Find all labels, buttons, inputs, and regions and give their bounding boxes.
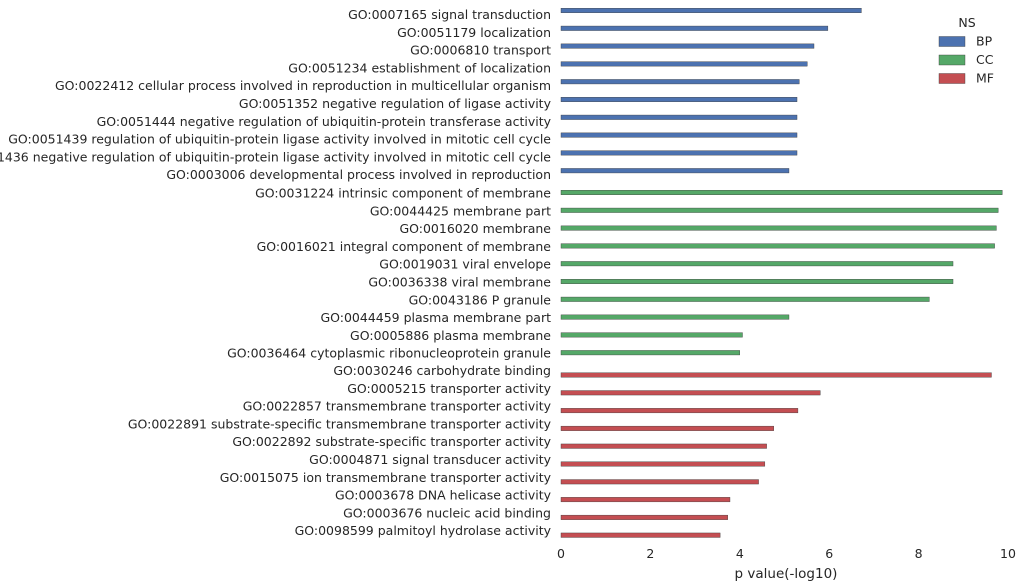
bar-bp-8 xyxy=(560,150,798,156)
x-tick-label: 6 xyxy=(825,546,833,561)
bar-cc-2 xyxy=(560,225,997,231)
legend: NS BP CC MF xyxy=(938,15,994,86)
x-tick-label: 10 xyxy=(1000,546,1016,561)
x-tick-label: 2 xyxy=(646,546,654,561)
bar-mf-9 xyxy=(560,532,721,538)
category-label: GO:0022857 transmembrane transporter act… xyxy=(243,399,552,414)
category-labels-group: GO:0007165 signal transduction GO:0051179… xyxy=(0,7,552,538)
category-label: GO:0098599 palmitoyl hydrolase activity xyxy=(295,523,552,538)
bar-bp-3 xyxy=(560,61,808,67)
legend-label-bp: BP xyxy=(976,34,993,49)
category-label: GO:0051439 regulation of ubiquitin-prote… xyxy=(8,132,551,147)
category-label: GO:0022412 cellular process involved in … xyxy=(55,78,551,93)
bar-bp-9 xyxy=(560,168,790,174)
legend-swatch-mf xyxy=(938,73,966,84)
bar-cc-5 xyxy=(560,279,954,284)
bar-mf-1 xyxy=(560,390,821,396)
category-label: GO:0036338 viral membrane xyxy=(368,275,551,290)
bar-mf-7 xyxy=(560,497,731,503)
category-label: GO:0016020 membrane xyxy=(399,221,551,236)
bar-mf-2 xyxy=(560,408,799,414)
category-label: GO:0022892 substrate-specific transporte… xyxy=(232,434,551,449)
x-tick-label: 4 xyxy=(736,546,744,561)
bar-bp-7 xyxy=(560,132,798,138)
category-label: GO:0031224 intrinsic component of membra… xyxy=(255,186,551,201)
category-label: GO:0003678 DNA helicase activity xyxy=(335,488,552,503)
bar-bp-2 xyxy=(560,43,815,49)
category-label: GO:0007165 signal transduction xyxy=(348,7,551,22)
category-label: GO:0036464 cytoplasmic ribonucleoprotein… xyxy=(227,346,551,361)
bar-cc-0 xyxy=(560,190,1003,195)
x-tick-label: 8 xyxy=(915,546,923,561)
bar-bp-0 xyxy=(560,8,862,13)
bars-group xyxy=(560,8,1003,538)
bar-cc-4 xyxy=(560,261,954,267)
legend-swatch-bp xyxy=(938,36,966,47)
x-axis-label: p value(-log10) xyxy=(735,566,838,582)
bar-mf-4 xyxy=(560,443,767,449)
category-label: GO:0004871 signal transducer activity xyxy=(309,452,551,467)
legend-label-cc: CC xyxy=(976,52,994,67)
legend-label-mf: MF xyxy=(976,71,994,86)
category-label: GO:0051352 negative regulation of ligase… xyxy=(239,96,552,111)
category-label: GO:0019031 viral envelope xyxy=(379,257,551,272)
category-label: GO:0051234 establishment of localization xyxy=(288,60,551,75)
category-label: GO:0022891 substrate-specific transmembr… xyxy=(128,416,552,431)
x-tick-labels-group: 0 2 4 6 8 10 xyxy=(557,546,1016,561)
bar-cc-3 xyxy=(560,243,995,249)
category-label: GO:0006810 transport xyxy=(410,43,551,58)
bar-mf-0 xyxy=(560,372,992,378)
bar-mf-8 xyxy=(560,514,728,520)
category-label: GO:0030246 carbohydrate binding xyxy=(333,363,551,378)
category-label: GO:0043186 P granule xyxy=(409,292,552,307)
bar-cc-7 xyxy=(560,314,790,320)
bar-mf-3 xyxy=(560,425,774,431)
category-label: GO:0051179 localization xyxy=(397,25,551,40)
category-label: GO:0051444 negative regulation of ubiqui… xyxy=(97,114,552,129)
category-label: GO:0044425 membrane part xyxy=(370,203,551,218)
category-label: GO:0015075 ion transmembrane transporter… xyxy=(220,470,552,485)
category-label: GO:0005215 transporter activity xyxy=(347,381,551,396)
bar-mf-6 xyxy=(560,479,759,485)
bar-cc-9 xyxy=(560,350,741,356)
category-label: GO:0003006 developmental process involve… xyxy=(166,167,551,182)
bar-cc-8 xyxy=(560,332,743,338)
bar-bp-6 xyxy=(560,114,798,120)
category-label: GO:0005886 plasma membrane xyxy=(350,328,551,343)
bar-mf-5 xyxy=(560,461,766,467)
category-label: GO:0016021 integral component of membran… xyxy=(257,239,552,254)
bar-bp-5 xyxy=(560,97,798,102)
category-label: GO:0044459 plasma membrane part xyxy=(320,310,551,325)
bar-bp-1 xyxy=(560,25,829,31)
legend-swatch-cc xyxy=(938,54,966,66)
bar-bp-4 xyxy=(560,79,800,85)
bar-cc-6 xyxy=(560,296,930,302)
category-label: GO:0051436 negative regulation of ubiqui… xyxy=(0,149,551,164)
category-label: GO:0003676 nucleic acid binding xyxy=(343,505,551,520)
legend-title: NS xyxy=(958,15,975,30)
bar-cc-1 xyxy=(560,207,999,213)
x-tick-label: 0 xyxy=(557,546,565,561)
